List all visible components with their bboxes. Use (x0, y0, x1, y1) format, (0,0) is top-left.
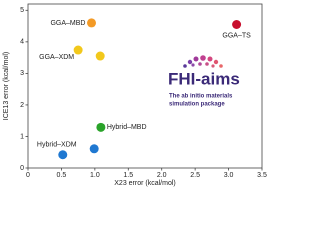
x-tick-label: 1.0 (90, 172, 100, 179)
point (87, 18, 97, 28)
y-tick-label: 2 (20, 102, 24, 109)
y-tick-label: 4 (20, 39, 24, 46)
x-tick-label: 3.5 (257, 172, 267, 179)
point (73, 45, 83, 55)
x-tick-label: 3.0 (224, 172, 234, 179)
point (232, 20, 242, 29)
plot-frame (27, 3, 263, 169)
y-tick-label: 5 (20, 7, 24, 14)
point-label: GGA–XDM (39, 54, 74, 61)
logo-tagline: The ab initio materials (169, 94, 233, 100)
point (89, 144, 99, 154)
logo-tagline: simulation package (169, 102, 225, 108)
x-tick-label: 2.5 (190, 172, 200, 179)
y-tick-label: 1 (20, 133, 24, 140)
y-tick-label: 3 (20, 70, 24, 77)
point-label: Hybrid–MBD (107, 124, 147, 131)
point-label: GGA–MBD (50, 20, 85, 27)
x-tick-label: 1.5 (123, 172, 133, 179)
point-label: Hybrid–XDM (37, 142, 77, 149)
x-tick-label: 2.0 (157, 172, 167, 179)
point (95, 51, 105, 61)
x-tick-label: 0 (26, 172, 30, 179)
x-axis-title: X23 error (kcal/mol) (114, 180, 175, 187)
y-tick-label: 0 (20, 165, 24, 172)
point (58, 150, 68, 160)
logo-emblem (183, 55, 223, 68)
chart: X23 error (kcal/mol) ICE13 error (kcal/m… (3, 3, 267, 187)
logo-title: FHI-aims (168, 69, 240, 88)
x-tick-label: 0.5 (57, 172, 67, 179)
point (96, 122, 106, 132)
point-label: GGA–TS (222, 32, 251, 39)
y-axis-title: ICE13 error (kcal/mol) (3, 52, 10, 120)
logo: FHI-aims The ab initio materials simulat… (168, 55, 240, 108)
